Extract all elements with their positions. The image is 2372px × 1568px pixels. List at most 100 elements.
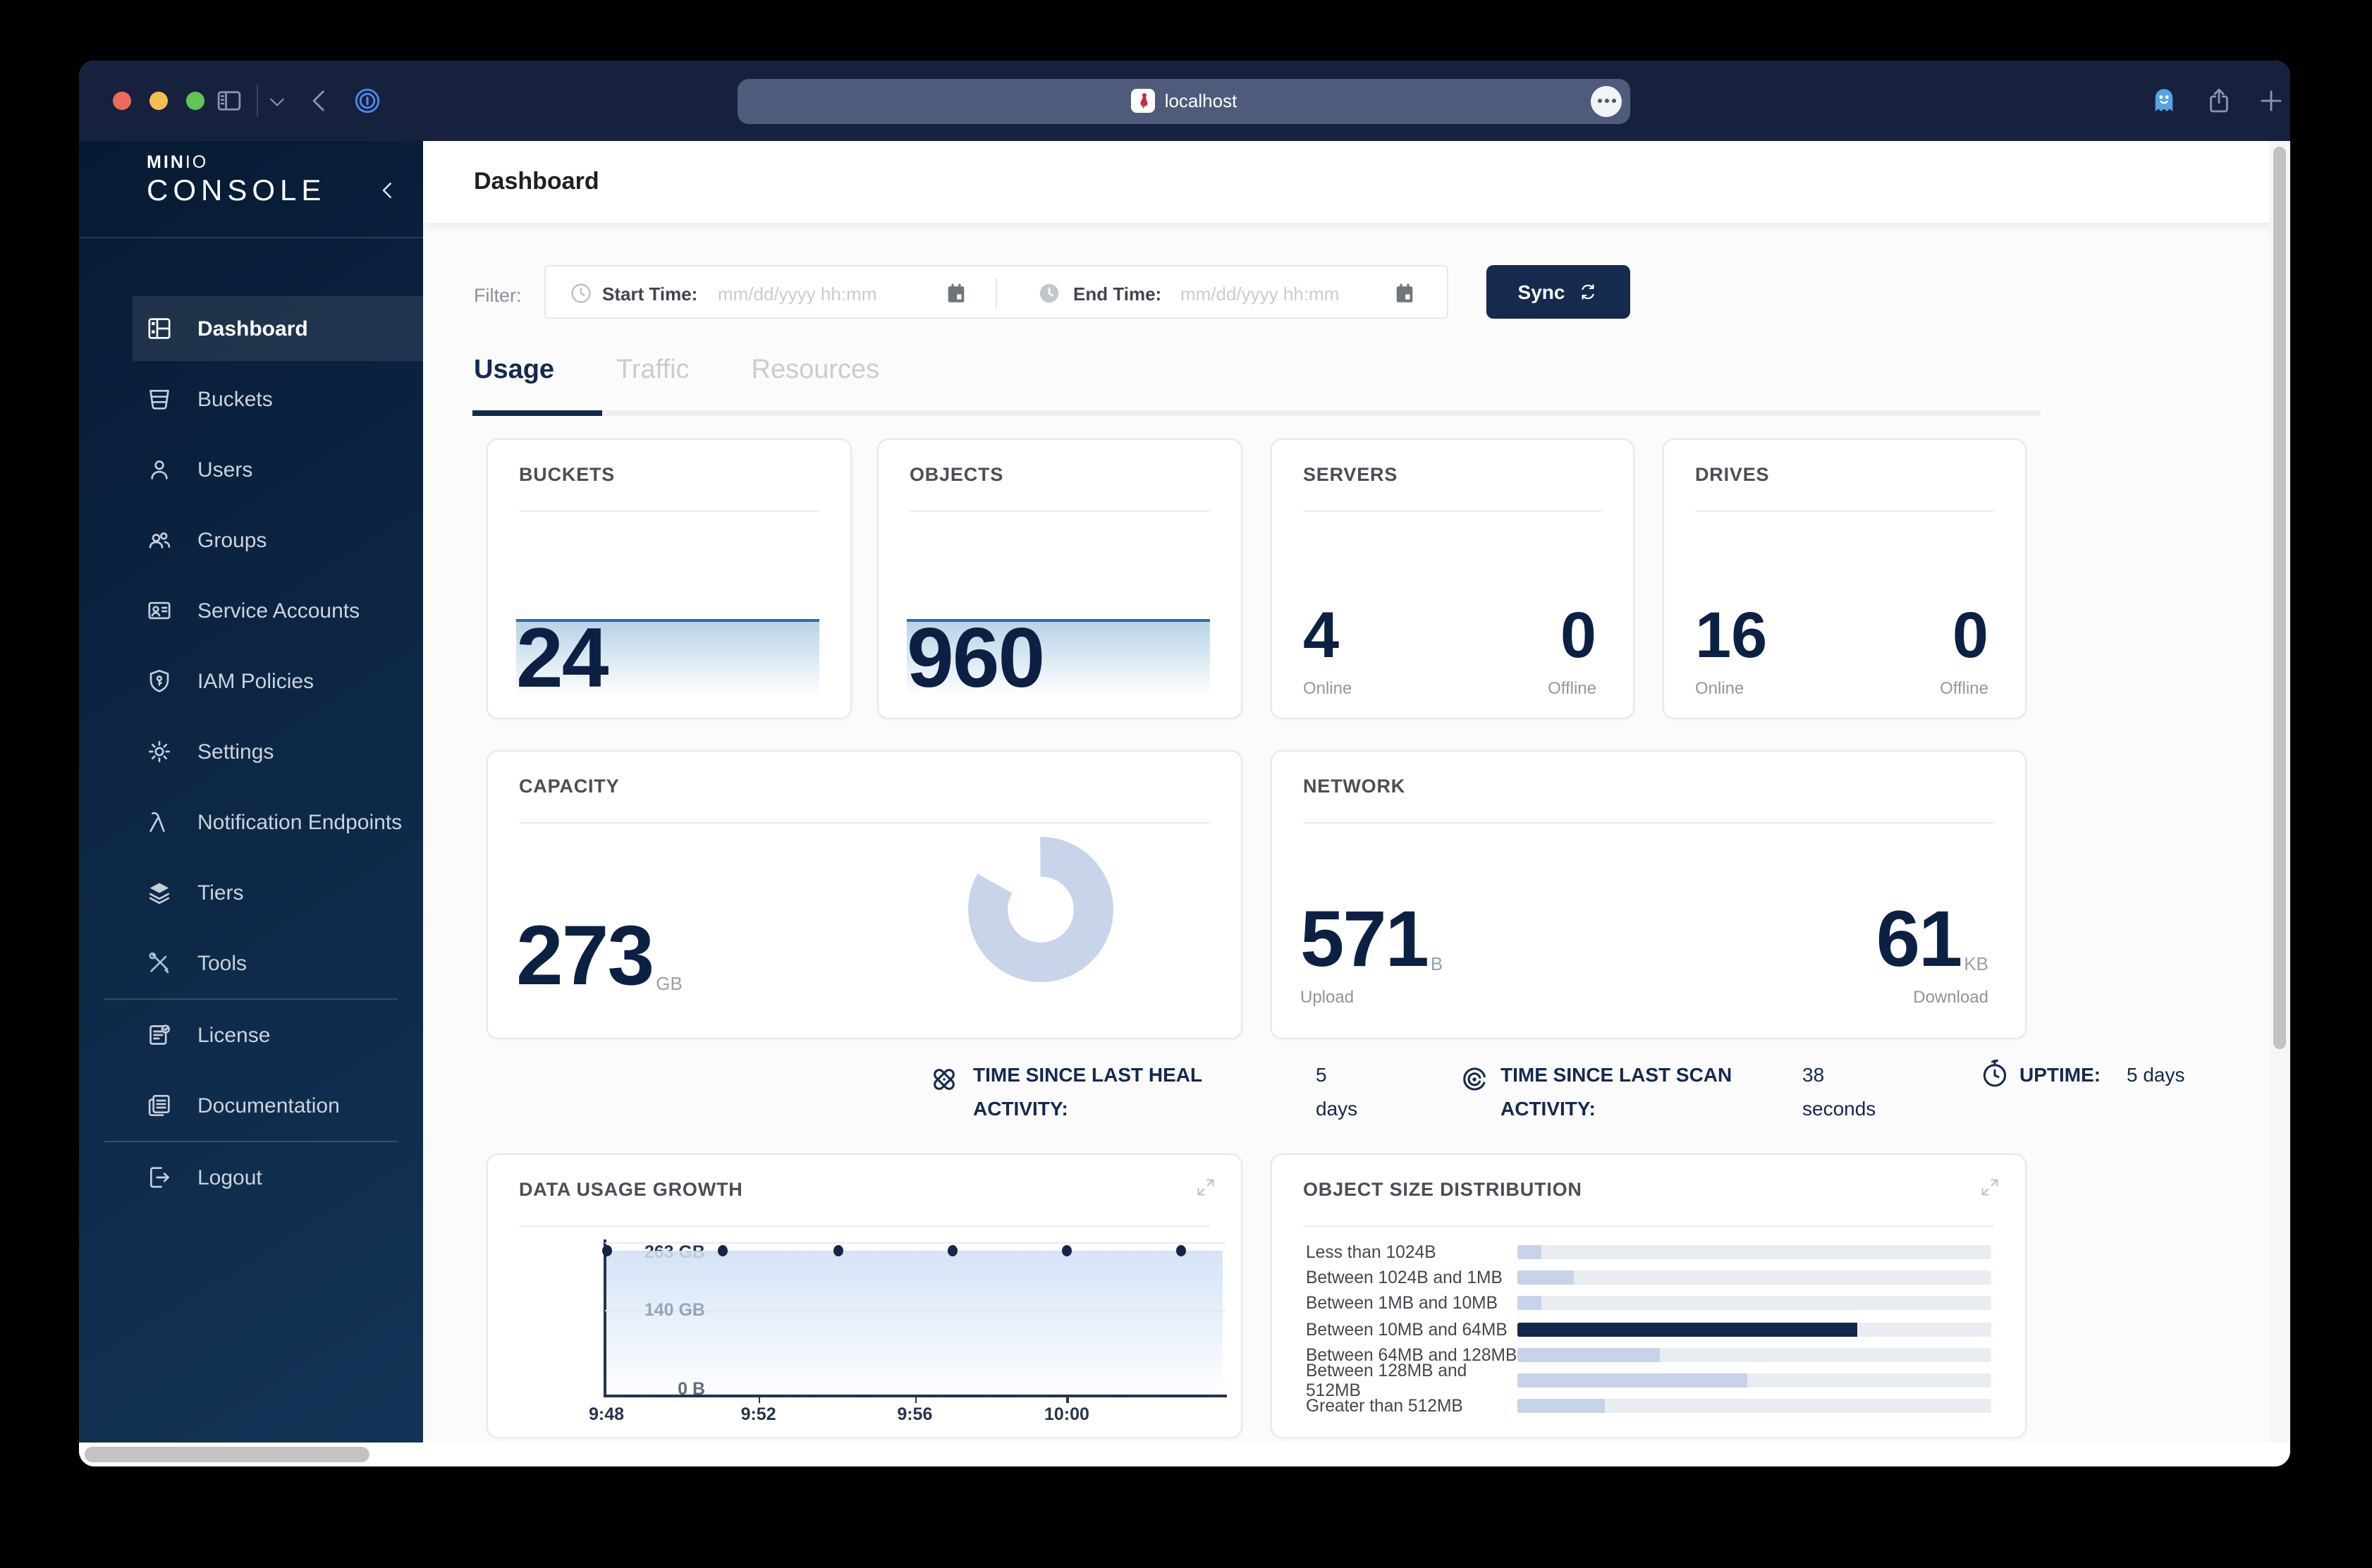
gridline xyxy=(605,1242,1225,1244)
distribution-category-label: Between 128MB and 512MB xyxy=(1306,1361,1467,1401)
object-size-distribution-card: OBJECT SIZE DISTRIBUTION Less than 1024B… xyxy=(1271,1153,2026,1438)
filter-label: Filter: xyxy=(474,285,522,306)
servers-online-label: Online xyxy=(1303,678,1352,698)
bar-fill xyxy=(1517,1245,1542,1260)
sync-button[interactable]: Sync xyxy=(1486,265,1630,319)
x-tick-label: 10:00 xyxy=(1044,1404,1089,1424)
zoom-window-button[interactable] xyxy=(186,91,204,109)
sidebar-collapse-icon[interactable] xyxy=(375,178,401,203)
scan-activity-label: TIME SINCE LAST SCAN ACTIVITY: xyxy=(1500,1063,1732,1120)
tiers-icon xyxy=(145,878,173,907)
sidebar-item-buckets[interactable]: Buckets xyxy=(79,364,423,434)
objects-card-title: OBJECTS xyxy=(910,464,1004,485)
sidebar-item-service-accounts[interactable]: Service Accounts xyxy=(79,575,423,646)
sidebar-item-label: Groups xyxy=(197,528,267,552)
horizontal-scrollbar-track[interactable] xyxy=(79,1443,2290,1466)
new-tab-icon[interactable] xyxy=(2256,86,2286,116)
tab-track xyxy=(474,410,2041,415)
start-time-input[interactable]: mm/dd/yyyy hh:mm xyxy=(718,283,877,305)
objects-fill-graphic xyxy=(907,619,1210,706)
sidebar: MINIO CONSOLE Dashboard Buckets Users Group… xyxy=(79,141,423,1443)
minimize-window-button[interactable] xyxy=(149,91,168,109)
sidebar-item-label: Tools xyxy=(197,951,247,975)
objects-card: OBJECTS 960 xyxy=(877,439,1242,719)
distribution-row: Between 1MB and 10MB xyxy=(1306,1291,1991,1316)
sidebar-item-label: Buckets xyxy=(197,387,273,411)
servers-card: SERVERS 4 Online 0 Offline xyxy=(1271,439,1634,719)
x-tick-label: 9:56 xyxy=(897,1404,933,1424)
refresh-icon xyxy=(1576,281,1598,303)
sidebar-menu: Dashboard Buckets Users Groups Service Accou… xyxy=(79,293,423,1213)
data-point xyxy=(833,1245,843,1256)
toolbar-divider xyxy=(257,85,258,117)
data-point xyxy=(601,1245,611,1256)
buckets-count: 24 xyxy=(516,611,609,705)
page-title: Dashboard xyxy=(474,168,599,195)
scan-icon xyxy=(1458,1063,1491,1096)
end-time-input[interactable]: mm/dd/yyyy hh:mm xyxy=(1180,283,1340,305)
drives-card: DRIVES 16 Online 0 Offline xyxy=(1663,439,2026,719)
bar-track xyxy=(1517,1373,1991,1388)
bar-fill xyxy=(1517,1373,1747,1388)
sidebar-item-label: Users xyxy=(197,458,253,482)
license-icon xyxy=(145,1021,173,1049)
drives-card-title: DRIVES xyxy=(1695,464,1770,485)
sidebar-toggle-icon[interactable] xyxy=(214,86,244,116)
sidebar-item-users[interactable]: Users xyxy=(79,434,423,505)
servers-offline-count: 0 xyxy=(1560,598,1596,671)
uptime-icon xyxy=(1979,1058,2011,1090)
tab-traffic[interactable]: Traffic xyxy=(616,355,690,385)
sidebar-item-label: Logout xyxy=(197,1165,262,1189)
area-fill xyxy=(606,1251,1223,1395)
distribution-bar-chart: Less than 1024B Between 1024B and 1MB Betw… xyxy=(1306,1239,1991,1419)
horizontal-scrollbar-thumb[interactable] xyxy=(85,1447,369,1462)
sidebar-item-dashboard[interactable]: Dashboard xyxy=(79,293,423,364)
tab-resources[interactable]: Resources xyxy=(751,355,880,385)
servers-offline-label: Offline xyxy=(1548,678,1596,698)
network-download-value: 61 xyxy=(1876,894,1963,983)
sidebar-item-label: Dashboard xyxy=(197,317,308,341)
distribution-category-label: Between 1024B and 1MB xyxy=(1306,1268,1503,1288)
drives-online-count: 16 xyxy=(1695,598,1768,671)
tab-usage[interactable]: Usage xyxy=(474,355,555,385)
sidebar-item-tools[interactable]: Tools xyxy=(79,928,423,998)
expand-icon[interactable] xyxy=(1979,1176,2001,1199)
expand-icon[interactable] xyxy=(1194,1176,1217,1199)
sync-button-label: Sync xyxy=(1517,281,1565,303)
sidebar-item-groups[interactable]: Groups xyxy=(79,505,423,575)
minio-console-logo: MINIO CONSOLE xyxy=(147,152,326,209)
bar-track xyxy=(1517,1399,1991,1414)
share-icon[interactable] xyxy=(2204,86,2234,116)
sidebar-divider xyxy=(104,998,398,1000)
chevron-down-icon[interactable] xyxy=(267,92,288,113)
close-window-button[interactable] xyxy=(113,91,131,109)
logout-icon xyxy=(145,1163,173,1192)
x-tick-mark xyxy=(1066,1395,1069,1403)
sidebar-item-notification-endpoints[interactable]: Notification Endpoints xyxy=(79,787,423,857)
address-bar[interactable]: localhost xyxy=(738,78,1630,123)
sidebar-item-label: Settings xyxy=(197,740,274,764)
ghostery-icon[interactable] xyxy=(2149,86,2179,116)
onepassword-icon[interactable] xyxy=(353,86,382,116)
sidebar-item-iam-policies[interactable]: IAM Policies xyxy=(79,646,423,716)
capacity-donut-chart xyxy=(967,836,1114,983)
bar-track xyxy=(1517,1322,1991,1337)
sidebar-item-tiers[interactable]: Tiers xyxy=(79,857,423,928)
documentation-icon xyxy=(145,1091,173,1120)
distribution-category-label: Between 10MB and 64MB xyxy=(1306,1319,1508,1340)
vertical-scrollbar-thumb[interactable] xyxy=(2273,147,2286,1049)
sidebar-item-logout[interactable]: Logout xyxy=(79,1142,423,1213)
sidebar-item-documentation[interactable]: Documentation xyxy=(79,1070,423,1141)
drives-offline-count: 0 xyxy=(1952,598,1988,671)
back-icon[interactable] xyxy=(305,86,334,116)
calendar-icon[interactable] xyxy=(1392,281,1417,306)
bar-track xyxy=(1517,1245,1991,1260)
ellipsis-icon[interactable] xyxy=(1591,85,1622,116)
bar-fill xyxy=(1517,1296,1542,1311)
calendar-icon[interactable] xyxy=(943,281,969,306)
sidebar-item-label: Tiers xyxy=(197,881,244,905)
sidebar-item-settings[interactable]: Settings xyxy=(79,716,423,787)
bar-track xyxy=(1517,1347,1991,1362)
sidebar-item-license[interactable]: License xyxy=(79,1000,423,1070)
